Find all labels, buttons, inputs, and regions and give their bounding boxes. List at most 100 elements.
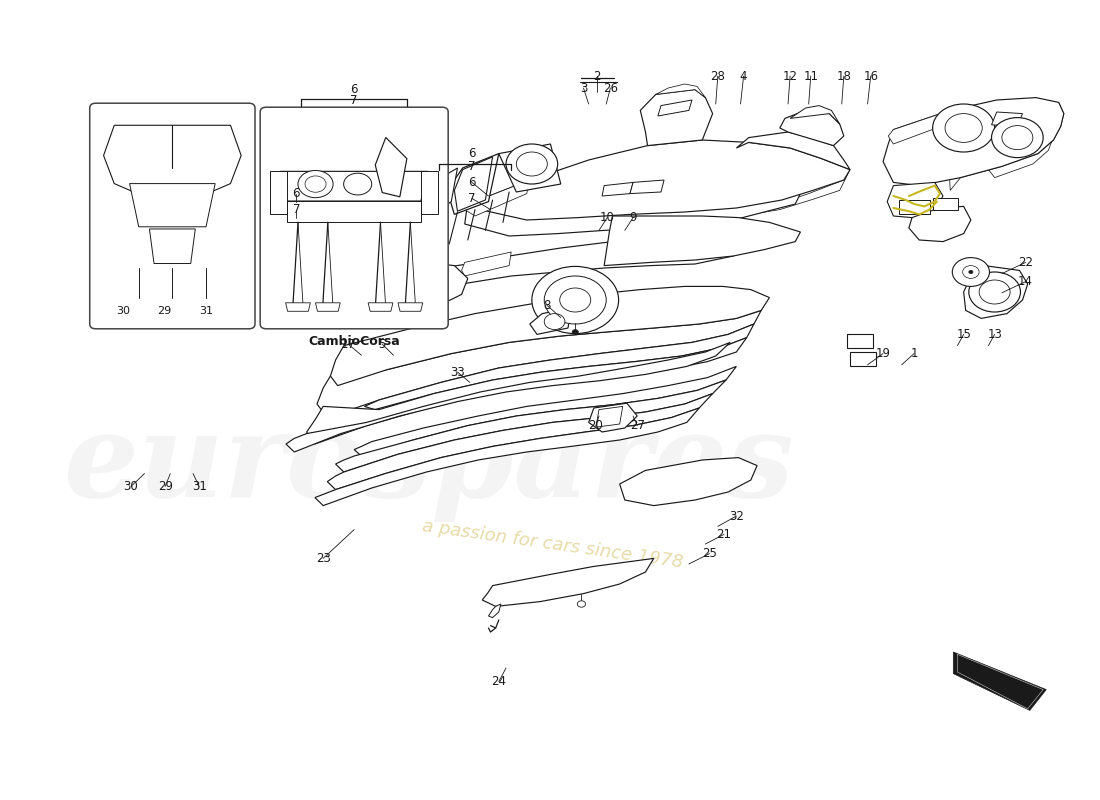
Polygon shape	[344, 262, 468, 322]
Polygon shape	[330, 286, 769, 386]
Text: 29: 29	[157, 480, 173, 493]
Text: 18: 18	[836, 70, 851, 82]
Circle shape	[532, 266, 618, 334]
Polygon shape	[790, 106, 839, 124]
Polygon shape	[270, 171, 287, 214]
Polygon shape	[991, 112, 1023, 126]
Text: 7: 7	[293, 203, 300, 216]
Polygon shape	[596, 406, 623, 427]
Circle shape	[572, 330, 579, 334]
Polygon shape	[287, 201, 421, 222]
Circle shape	[969, 272, 1021, 312]
Circle shape	[298, 170, 333, 198]
Circle shape	[560, 288, 591, 312]
Circle shape	[506, 144, 558, 184]
Polygon shape	[883, 98, 1064, 186]
Text: 19: 19	[876, 347, 891, 360]
Polygon shape	[947, 102, 1064, 190]
Polygon shape	[888, 110, 950, 144]
Circle shape	[1002, 126, 1033, 150]
Polygon shape	[482, 558, 653, 606]
Polygon shape	[888, 182, 943, 218]
Text: 6: 6	[469, 176, 475, 189]
Circle shape	[962, 266, 979, 278]
Circle shape	[991, 118, 1043, 158]
Polygon shape	[315, 408, 700, 506]
Text: 8: 8	[543, 299, 551, 312]
Polygon shape	[317, 310, 761, 418]
Text: 17: 17	[341, 338, 355, 350]
Circle shape	[544, 314, 565, 330]
Text: 1: 1	[911, 347, 917, 360]
Text: a passion for cars since 1978: a passion for cars since 1978	[421, 517, 684, 571]
Circle shape	[516, 152, 548, 176]
Text: 14: 14	[1019, 275, 1033, 288]
Polygon shape	[658, 100, 692, 116]
Polygon shape	[280, 171, 428, 201]
Polygon shape	[398, 303, 422, 311]
Text: 10: 10	[600, 211, 615, 224]
Text: 33: 33	[450, 366, 465, 378]
Polygon shape	[964, 266, 1027, 318]
Text: 23: 23	[316, 552, 331, 565]
Polygon shape	[464, 174, 801, 236]
Text: 6: 6	[469, 147, 475, 160]
Text: 25: 25	[702, 547, 717, 560]
Polygon shape	[432, 168, 458, 214]
Polygon shape	[364, 324, 754, 410]
FancyBboxPatch shape	[90, 103, 255, 329]
Polygon shape	[619, 458, 757, 506]
Polygon shape	[316, 303, 340, 311]
Polygon shape	[307, 338, 747, 444]
Circle shape	[969, 270, 972, 274]
Polygon shape	[530, 308, 571, 334]
Text: 21: 21	[716, 528, 732, 541]
Polygon shape	[103, 126, 241, 205]
Circle shape	[945, 114, 982, 142]
Text: 9: 9	[629, 211, 637, 224]
Polygon shape	[527, 170, 850, 230]
Polygon shape	[498, 144, 561, 192]
Polygon shape	[447, 154, 498, 214]
Polygon shape	[354, 366, 736, 456]
FancyBboxPatch shape	[261, 107, 448, 329]
Text: 7: 7	[469, 192, 475, 205]
Text: 30: 30	[117, 306, 131, 316]
Polygon shape	[488, 604, 501, 618]
Polygon shape	[604, 216, 801, 266]
Text: 31: 31	[199, 306, 213, 316]
Polygon shape	[780, 110, 844, 146]
Text: 20: 20	[588, 419, 603, 432]
Circle shape	[933, 104, 994, 152]
Text: 24: 24	[492, 675, 506, 688]
Text: 27: 27	[629, 419, 645, 432]
Polygon shape	[640, 90, 713, 146]
Polygon shape	[656, 84, 705, 98]
Polygon shape	[736, 132, 850, 170]
Text: 15: 15	[956, 328, 971, 341]
Text: 28: 28	[711, 70, 725, 82]
Bar	[899, 200, 930, 214]
Text: 13: 13	[987, 328, 1002, 341]
Polygon shape	[341, 240, 738, 308]
Circle shape	[578, 601, 585, 607]
Polygon shape	[375, 138, 407, 197]
Text: 12: 12	[782, 70, 797, 82]
Polygon shape	[475, 140, 850, 220]
Polygon shape	[368, 303, 393, 311]
Polygon shape	[630, 180, 664, 194]
Text: 29: 29	[157, 306, 172, 316]
Polygon shape	[909, 206, 971, 242]
Polygon shape	[150, 229, 196, 263]
Text: 26: 26	[603, 82, 618, 94]
Circle shape	[544, 276, 606, 324]
Polygon shape	[454, 157, 493, 211]
Polygon shape	[588, 403, 637, 432]
Text: 4: 4	[740, 70, 747, 82]
Bar	[847, 334, 872, 348]
Polygon shape	[286, 342, 730, 452]
Text: 7: 7	[469, 160, 475, 173]
Text: 32: 32	[729, 510, 744, 522]
Text: 3: 3	[580, 82, 587, 94]
Circle shape	[343, 173, 372, 195]
